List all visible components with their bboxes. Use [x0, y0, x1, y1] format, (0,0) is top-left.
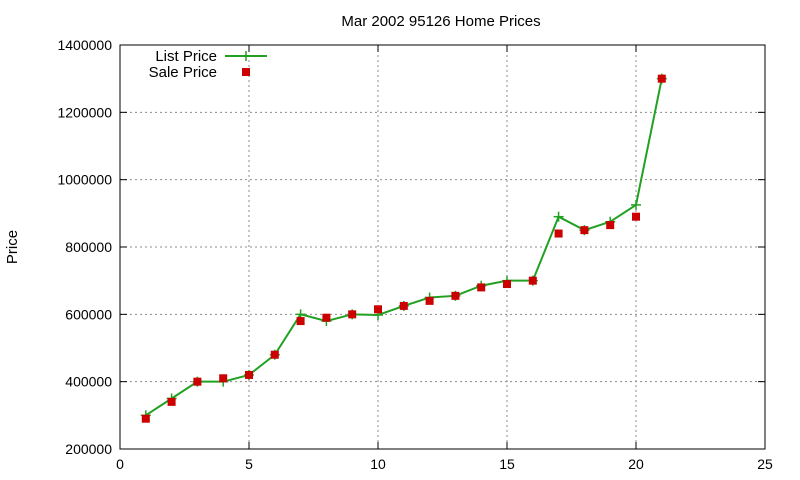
legend-swatch-sale-price — [242, 68, 250, 76]
legend-label-list-price: List Price — [155, 48, 217, 65]
sale-price-point — [451, 291, 460, 300]
sale-price-point — [528, 276, 537, 285]
sale-price-point — [270, 350, 279, 359]
y-axis-label: Price — [4, 230, 21, 264]
sale-price-point — [425, 296, 434, 305]
list-price-point — [553, 211, 564, 222]
legend-label-sale-price: Sale Price — [149, 64, 217, 81]
series-layer — [140, 73, 667, 423]
grid-layer — [120, 45, 765, 449]
x-tick-label: 10 — [370, 456, 386, 472]
x-tick-label: 15 — [499, 456, 515, 472]
sale-price-point — [503, 280, 511, 289]
y-tick-label: 400000 — [65, 374, 112, 390]
sale-price-point — [193, 377, 202, 386]
y-tick-label: 1400000 — [57, 37, 112, 53]
x-tick-label: 25 — [757, 456, 773, 472]
sale-price-point — [374, 305, 382, 314]
sale-price-point — [296, 317, 305, 326]
x-tick-label: 5 — [245, 456, 253, 472]
legend-marker-list-price — [241, 51, 251, 61]
sale-price-point — [399, 301, 408, 310]
y-tick-label: 800000 — [65, 239, 112, 255]
sale-price-point — [322, 313, 331, 322]
chart-title: Mar 2002 95126 Home Prices — [341, 13, 540, 30]
y-tick-label: 1000000 — [57, 172, 112, 188]
sale-price-point — [219, 374, 228, 383]
list-price-point — [631, 199, 641, 210]
sale-price-point — [141, 414, 150, 423]
y-tick-label: 200000 — [65, 441, 112, 457]
sale-price-point — [167, 397, 176, 406]
x-tick-label: 0 — [116, 456, 124, 472]
sale-price-point — [606, 221, 615, 230]
axis-ticks: 0 5 10 15 20 25 200000 400000 600000 800000 100000… — [57, 37, 773, 472]
sale-price-point — [657, 74, 666, 83]
y-tick-label: 600000 — [65, 306, 112, 322]
sale-price-point — [580, 226, 589, 235]
sale-price-point — [554, 229, 563, 238]
sale-price-point — [632, 212, 640, 221]
sale-price-point — [477, 283, 486, 292]
sale-price-point — [245, 370, 253, 379]
x-tick-label: 20 — [628, 456, 644, 472]
sale-price-point — [348, 310, 357, 319]
y-tick-label: 1200000 — [57, 104, 112, 120]
list-price-line — [145, 78, 663, 417]
